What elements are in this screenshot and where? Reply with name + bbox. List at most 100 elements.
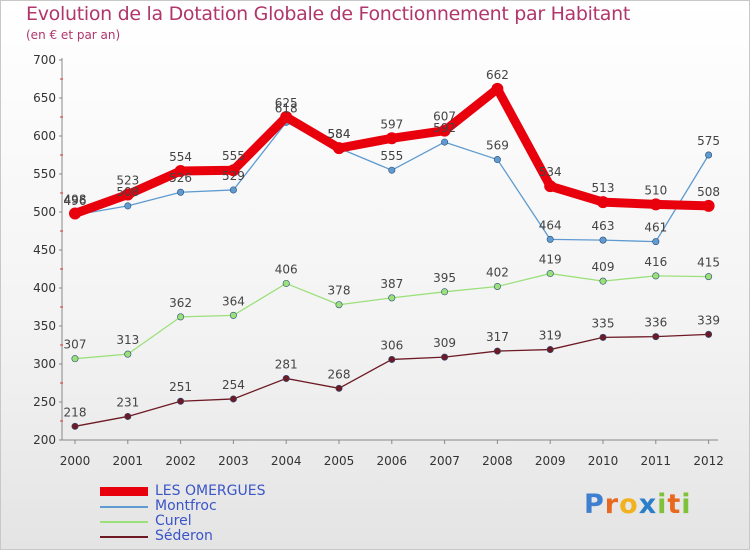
- x-tick-label: 2008: [482, 454, 513, 468]
- data-point: [652, 333, 660, 341]
- data-point: [282, 279, 290, 287]
- data-point: [385, 132, 398, 145]
- data-label: 309: [433, 336, 456, 350]
- data-point: [121, 188, 134, 201]
- data-point: [544, 180, 557, 193]
- data-point: [388, 294, 396, 302]
- x-tick-label: 2000: [60, 454, 91, 468]
- data-point: [493, 156, 501, 164]
- data-point: [71, 422, 79, 430]
- y-tick-label: 650: [33, 91, 56, 105]
- data-label: 592: [433, 121, 456, 135]
- series-curel: [71, 270, 713, 363]
- data-label: 416: [644, 255, 667, 269]
- data-label: 498: [64, 193, 87, 207]
- data-label: 409: [592, 260, 615, 274]
- data-point: [599, 277, 607, 285]
- data-point: [705, 151, 713, 159]
- data-point: [493, 282, 501, 290]
- x-tick-label: 2004: [271, 454, 302, 468]
- data-label: 268: [328, 367, 351, 381]
- logo-letter: i: [681, 489, 692, 520]
- data-label: 461: [644, 221, 667, 235]
- data-point: [335, 384, 343, 392]
- data-label: 306: [380, 338, 403, 352]
- data-label: 319: [539, 329, 562, 343]
- legend-label: LES OMERGUES: [155, 483, 266, 499]
- data-label: 554: [169, 150, 192, 164]
- x-tick-label: 2003: [218, 454, 249, 468]
- data-point: [599, 333, 607, 341]
- data-point: [441, 288, 449, 296]
- data-point: [388, 355, 396, 363]
- chart-title: Evolution de la Dotation Globale de Fonc…: [26, 3, 631, 25]
- data-label: 251: [169, 380, 192, 394]
- data-point: [177, 397, 185, 405]
- y-tick-label: 550: [33, 167, 56, 181]
- y-tick-label: 700: [33, 53, 56, 67]
- x-tick-label: 2010: [588, 454, 619, 468]
- logo-letter: t: [667, 489, 682, 520]
- data-label: 496: [64, 194, 87, 208]
- logo-letter: i: [657, 489, 668, 520]
- data-point: [124, 350, 132, 358]
- data-label: 607: [433, 110, 456, 124]
- data-label: 362: [169, 296, 192, 310]
- y-tick-label: 450: [33, 243, 56, 257]
- x-tick-label: 2005: [324, 454, 355, 468]
- data-label: 364: [222, 294, 245, 308]
- data-label: 402: [486, 265, 509, 279]
- data-label: 510: [644, 183, 667, 197]
- data-label: 307: [64, 338, 87, 352]
- data-label: 463: [592, 219, 615, 233]
- series-s-deron: [71, 330, 713, 430]
- legend-swatch: [100, 505, 148, 508]
- data-point: [124, 202, 132, 210]
- data-label: 662: [486, 68, 509, 82]
- data-point: [229, 186, 237, 194]
- data-label: 584: [328, 127, 351, 141]
- data-point: [493, 347, 501, 355]
- data-label: 523: [116, 174, 139, 188]
- data-label: 406: [275, 262, 298, 276]
- data-point: [282, 374, 290, 382]
- data-point: [599, 236, 607, 244]
- data-point: [177, 313, 185, 321]
- data-label: 254: [222, 378, 245, 392]
- data-point: [124, 412, 132, 420]
- legend-label: Curel: [155, 513, 192, 529]
- data-label: 508: [116, 185, 139, 199]
- data-label: 529: [222, 169, 245, 183]
- series-les-omergues: [69, 82, 715, 220]
- data-point: [441, 138, 449, 146]
- data-label: 419: [539, 253, 562, 267]
- data-label: 378: [328, 284, 351, 298]
- x-tick-label: 2009: [535, 454, 566, 468]
- data-point: [546, 235, 554, 243]
- x-tick-label: 2006: [377, 454, 408, 468]
- x-tick-label: 2011: [641, 454, 672, 468]
- data-label: 281: [275, 357, 298, 371]
- legend-label: Séderon: [155, 528, 213, 544]
- data-label: 339: [697, 313, 720, 327]
- data-label: 569: [486, 139, 509, 153]
- data-point: [702, 199, 715, 212]
- y-tick-label: 400: [33, 281, 56, 295]
- data-point: [71, 355, 79, 363]
- data-label: 218: [64, 405, 87, 419]
- data-point: [546, 270, 554, 278]
- data-point: [438, 124, 451, 137]
- y-tick-label: 200: [33, 433, 56, 447]
- legend-swatch: [100, 535, 148, 538]
- logo-letter: r: [604, 489, 620, 520]
- data-point: [229, 395, 237, 403]
- data-point: [177, 188, 185, 196]
- data-label: 415: [697, 256, 720, 270]
- legend-label: Montfroc: [155, 498, 217, 514]
- data-point: [229, 311, 237, 319]
- x-tick-label: 2001: [113, 454, 144, 468]
- data-label: 335: [592, 316, 615, 330]
- data-label: 464: [539, 218, 562, 232]
